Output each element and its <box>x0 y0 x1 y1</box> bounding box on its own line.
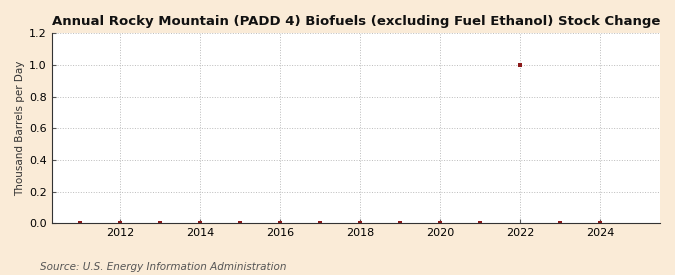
Text: Source: U.S. Energy Information Administration: Source: U.S. Energy Information Administ… <box>40 262 287 272</box>
Y-axis label: Thousand Barrels per Day: Thousand Barrels per Day <box>15 60 25 196</box>
Title: Annual Rocky Mountain (PADD 4) Biofuels (excluding Fuel Ethanol) Stock Change: Annual Rocky Mountain (PADD 4) Biofuels … <box>52 15 660 28</box>
